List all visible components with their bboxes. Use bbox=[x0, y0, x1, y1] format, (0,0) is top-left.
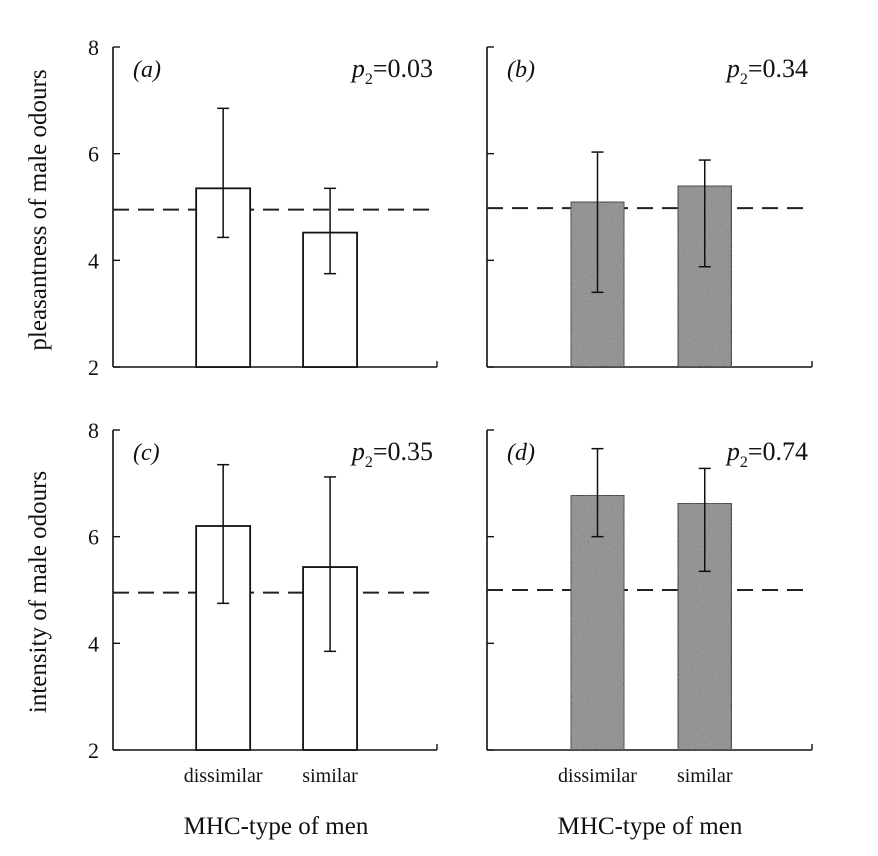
panels: 2 4 6 8 (a) p2=0.03 (b) p2=0.34 2 4 6 8 dissimilar si… bbox=[88, 35, 813, 787]
y-tick-label: 2 bbox=[88, 355, 99, 380]
category-label: dissimilar bbox=[184, 765, 263, 787]
panel-c: 2 4 6 8 dissimilar similar (c) p2=0.35 bbox=[88, 418, 438, 787]
y-tick-label: 6 bbox=[88, 525, 99, 550]
y-tick-label: 2 bbox=[88, 738, 99, 763]
y-axis-title-bottom: intensity of male odours bbox=[25, 471, 52, 713]
x-axis-title-left: MHC-type of men bbox=[184, 813, 369, 840]
panel-label: (a) bbox=[133, 57, 161, 83]
p-value-label: p2=0.34 bbox=[725, 54, 808, 88]
bar-dissimilar bbox=[569, 494, 626, 751]
panel-label: (c) bbox=[133, 440, 160, 466]
panel-a: 2 4 6 8 (a) p2=0.03 bbox=[88, 35, 438, 380]
panel-label: (d) bbox=[507, 440, 535, 466]
category-label: dissimilar bbox=[558, 765, 637, 787]
category-label: similar bbox=[302, 765, 358, 787]
y-tick-label: 4 bbox=[88, 248, 99, 273]
y-tick-label: 6 bbox=[88, 142, 99, 167]
y-tick-label: 4 bbox=[88, 631, 99, 656]
y-axis-title-top: pleasantness of male odours bbox=[25, 69, 52, 350]
y-tick-label: 8 bbox=[88, 35, 99, 60]
panel-d: dissimilar similar (d) p2=0.74 bbox=[486, 429, 813, 787]
panel-label: (b) bbox=[507, 57, 535, 83]
bar-similar bbox=[676, 184, 733, 368]
panel-b: (b) p2=0.34 bbox=[486, 46, 813, 368]
p-value-label: p2=0.74 bbox=[725, 437, 808, 471]
category-label: similar bbox=[677, 765, 733, 787]
x-axis-title-right: MHC-type of men bbox=[558, 813, 743, 840]
y-tick-label: 8 bbox=[88, 418, 99, 443]
p-value-label: p2=0.03 bbox=[350, 54, 433, 88]
p-value-label: p2=0.35 bbox=[350, 437, 433, 471]
